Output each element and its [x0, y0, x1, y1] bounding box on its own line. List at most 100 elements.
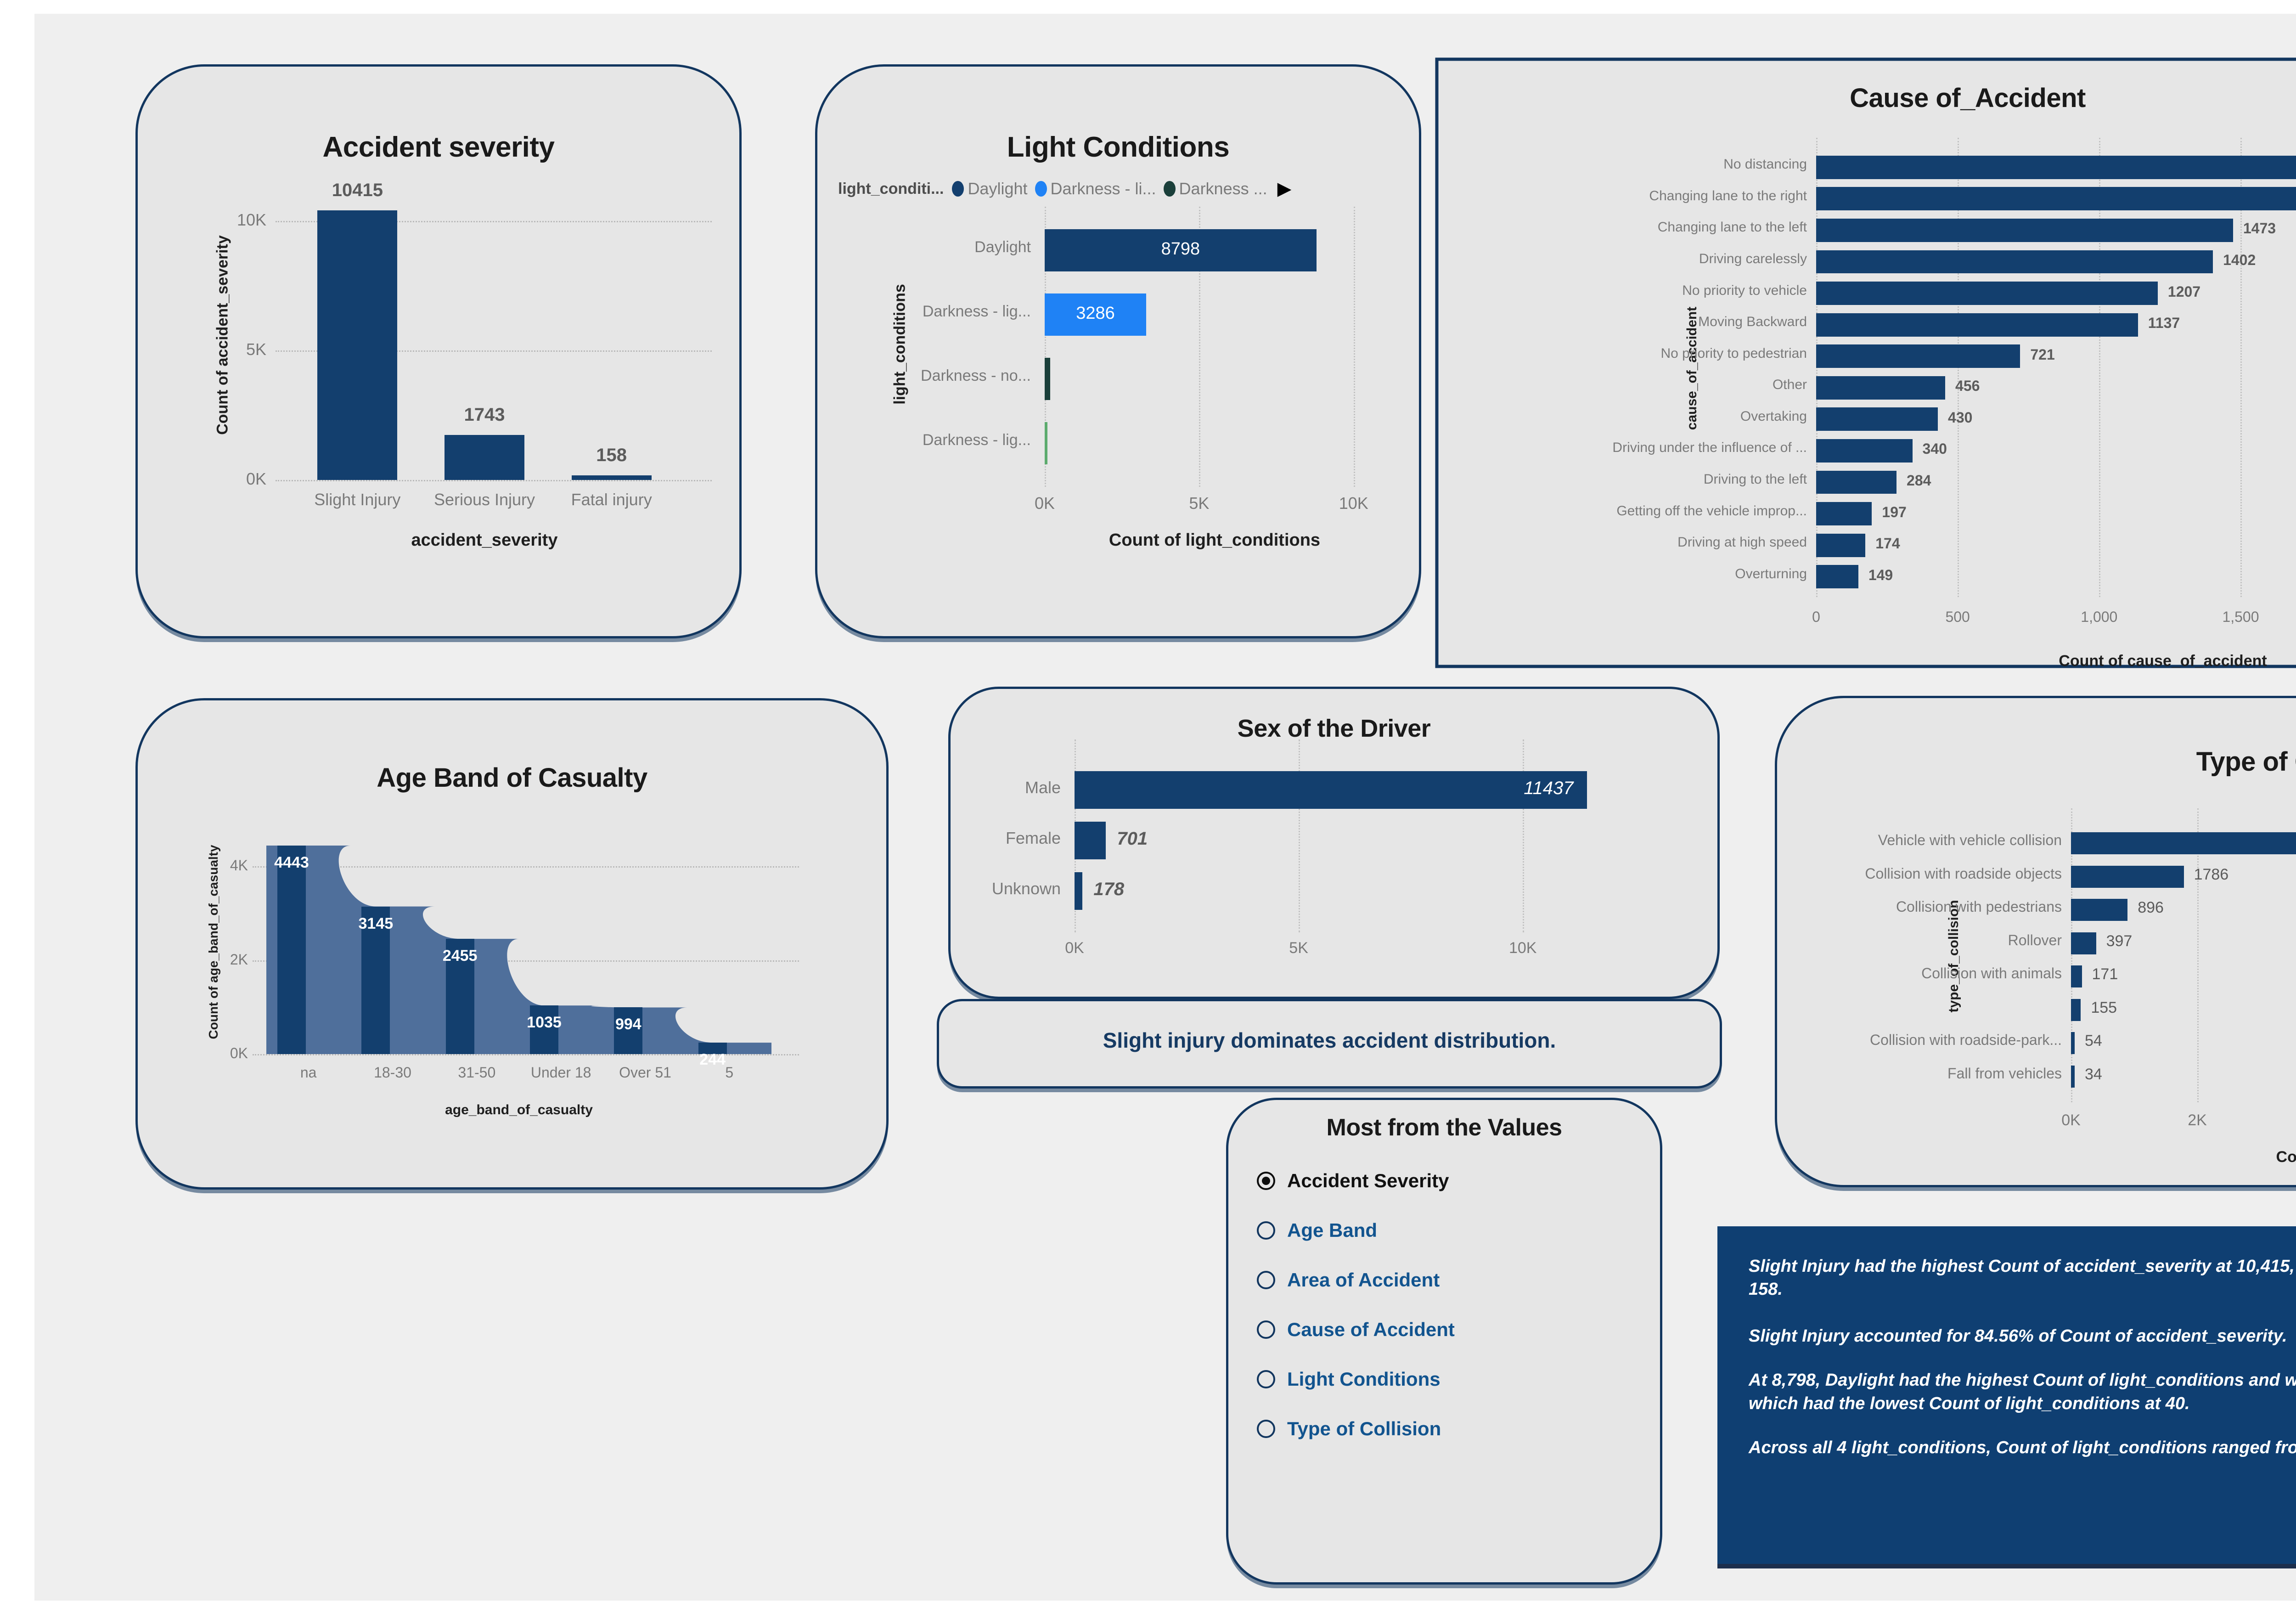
- bar[interactable]: [1816, 219, 2233, 242]
- bar[interactable]: [1816, 282, 2158, 305]
- y-axis-title: type_of_collision: [1946, 900, 1961, 1013]
- gridline: [2071, 808, 2072, 1102]
- insight-paragraph: At 8,798, Daylight had the highest Count…: [1749, 1371, 2296, 1413]
- x-axis-title: Count of light_conditions: [1109, 530, 1321, 550]
- x-tick: 10K: [1339, 494, 1368, 513]
- category-label: Changing lane to the right: [1649, 188, 1807, 203]
- bar[interactable]: [529, 1005, 559, 1054]
- radio-button[interactable]: [1257, 1271, 1275, 1289]
- bar-value: 8798: [1161, 239, 1200, 259]
- category-label: Darkness - lig...: [922, 431, 1031, 449]
- legend-next-arrow[interactable]: ▶: [1277, 179, 1292, 199]
- bar[interactable]: [444, 434, 525, 480]
- bar-value: 284: [1907, 472, 1931, 489]
- bar[interactable]: [1816, 313, 2138, 337]
- bar[interactable]: [1045, 293, 1147, 336]
- gridline: [276, 480, 712, 481]
- bar[interactable]: [1075, 771, 1587, 809]
- bar[interactable]: [1816, 376, 1946, 400]
- gridline: [253, 960, 799, 962]
- bar[interactable]: [2071, 1065, 2075, 1088]
- bar[interactable]: [571, 475, 652, 480]
- slicer-option-age-band[interactable]: Age Band: [1257, 1219, 1377, 1241]
- bar[interactable]: [1075, 822, 1106, 859]
- x-tick: Serious Injury: [433, 490, 535, 509]
- x-tick: 10K: [1508, 939, 1537, 957]
- panel-title: Type of Collision: [2196, 747, 2296, 777]
- slicer-option-area-of-accident[interactable]: Area of Accident: [1257, 1269, 1440, 1291]
- x-axis-title: age_band_of_casualty: [445, 1102, 593, 1117]
- bar-value: 171: [2092, 965, 2118, 983]
- x-tick: 1,000: [2081, 609, 2118, 625]
- panel-age-band: Age Band of Casualty Count of age_band_of…: [135, 698, 889, 1190]
- legend-label: Daylight: [968, 179, 1028, 198]
- y-tick: 0K: [230, 1045, 248, 1061]
- bar[interactable]: [1045, 229, 1317, 272]
- bar[interactable]: [1816, 155, 2296, 179]
- bar[interactable]: [1816, 187, 2296, 211]
- bar[interactable]: [1816, 344, 2020, 368]
- radio-button[interactable]: [1257, 1320, 1275, 1339]
- slicer-option-accident-severity[interactable]: Accident Severity: [1257, 1170, 1449, 1192]
- slicer-option-cause-of-accident[interactable]: Cause of Accident: [1257, 1319, 1455, 1341]
- legend-label: Darkness ...: [1179, 179, 1267, 198]
- legend-caption: light_conditi...: [838, 180, 944, 197]
- x-axis-title: accident_severity: [411, 530, 558, 550]
- bar[interactable]: [1816, 533, 1866, 557]
- panel-type-of-collision: Type of Collision type_of_collision Count …: [1775, 696, 2296, 1187]
- bar[interactable]: [1045, 357, 1051, 401]
- radio-button[interactable]: [1257, 1172, 1275, 1190]
- bar[interactable]: [2071, 1032, 2075, 1055]
- bar[interactable]: [1816, 407, 1938, 431]
- category-label: No priority to pedestrian: [1660, 345, 1807, 361]
- bar[interactable]: [698, 1043, 727, 1054]
- bar[interactable]: [2071, 899, 2128, 921]
- bar[interactable]: [1045, 422, 1047, 465]
- bar-value: 1137: [2148, 315, 2180, 332]
- bar[interactable]: [2071, 865, 2184, 888]
- callout-text: Slight injury dominates accident distrib…: [1103, 1028, 1556, 1052]
- legend-item[interactable]: Daylight: [952, 179, 1028, 198]
- radio-button[interactable]: [1257, 1370, 1275, 1388]
- slicer-option-light-conditions[interactable]: Light Conditions: [1257, 1368, 1441, 1390]
- bar[interactable]: [2071, 998, 2081, 1021]
- bar-value: 701: [1117, 829, 1148, 849]
- bar[interactable]: [277, 846, 306, 1054]
- legend-item[interactable]: Darkness - li...: [1035, 179, 1156, 198]
- bar[interactable]: [1816, 565, 1858, 589]
- bar[interactable]: [1816, 502, 1872, 525]
- x-tick: 5: [725, 1064, 734, 1081]
- y-axis-title: Count of accident_severity: [214, 235, 231, 435]
- bar[interactable]: [1816, 470, 1897, 494]
- radio-button[interactable]: [1257, 1420, 1275, 1438]
- insight-paragraph: Slight Injury accounted for 84.56% of Co…: [1749, 1326, 2287, 1346]
- bar[interactable]: [1816, 439, 1913, 463]
- x-tick: Fatal injury: [571, 490, 652, 509]
- category-label: Collision with roadside-park...: [1870, 1032, 2062, 1049]
- slicer-option-label: Accident Severity: [1287, 1170, 1449, 1191]
- x-tick: 0K: [1065, 939, 1084, 957]
- legend-item[interactable]: Darkness ...: [1163, 179, 1267, 198]
- bar[interactable]: [1075, 872, 1083, 910]
- x-tick: 500: [1945, 609, 1970, 625]
- bar[interactable]: [2071, 965, 2082, 988]
- bar[interactable]: [2071, 832, 2296, 855]
- bar[interactable]: [614, 1007, 643, 1054]
- category-label: Rollover: [2008, 931, 2062, 948]
- x-tick: 1,500: [2222, 609, 2259, 625]
- bar[interactable]: [317, 210, 398, 480]
- panel-callout: Slight injury dominates accident distrib…: [937, 999, 1722, 1089]
- bar[interactable]: [361, 906, 390, 1054]
- category-label: Driving to the left: [1703, 472, 1807, 487]
- gridline: [276, 350, 712, 352]
- chart-legend: light_conditi... Daylight Darkness - li...…: [838, 179, 1291, 198]
- bar[interactable]: [2071, 932, 2096, 954]
- bar[interactable]: [445, 939, 474, 1054]
- legend-color-dot: [1035, 181, 1047, 197]
- bar-value: 11437: [1524, 778, 1574, 798]
- bar[interactable]: [1816, 250, 2213, 274]
- y-tick: 10K: [236, 210, 266, 230]
- slicer-option-type-of-collision[interactable]: Type of Collision: [1257, 1418, 1441, 1440]
- radio-button[interactable]: [1257, 1221, 1275, 1240]
- bar-value: 2455: [442, 947, 478, 965]
